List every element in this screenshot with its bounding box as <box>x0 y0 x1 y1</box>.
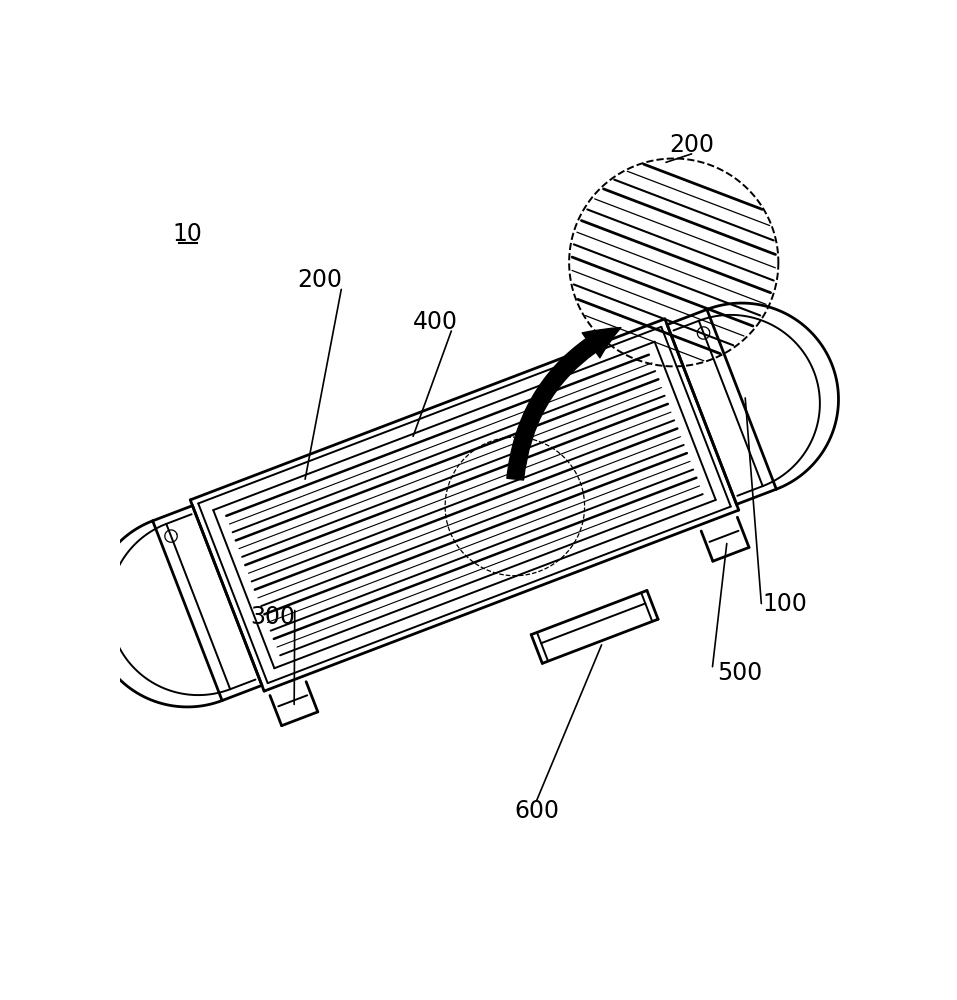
Text: 600: 600 <box>514 799 559 823</box>
Text: 100: 100 <box>762 592 807 616</box>
Text: 300: 300 <box>251 605 296 629</box>
FancyArrowPatch shape <box>507 328 621 480</box>
Text: 200: 200 <box>669 133 714 157</box>
Text: 500: 500 <box>717 661 762 685</box>
Text: 200: 200 <box>297 268 342 292</box>
Text: 10: 10 <box>173 222 203 246</box>
Text: 400: 400 <box>413 310 458 334</box>
